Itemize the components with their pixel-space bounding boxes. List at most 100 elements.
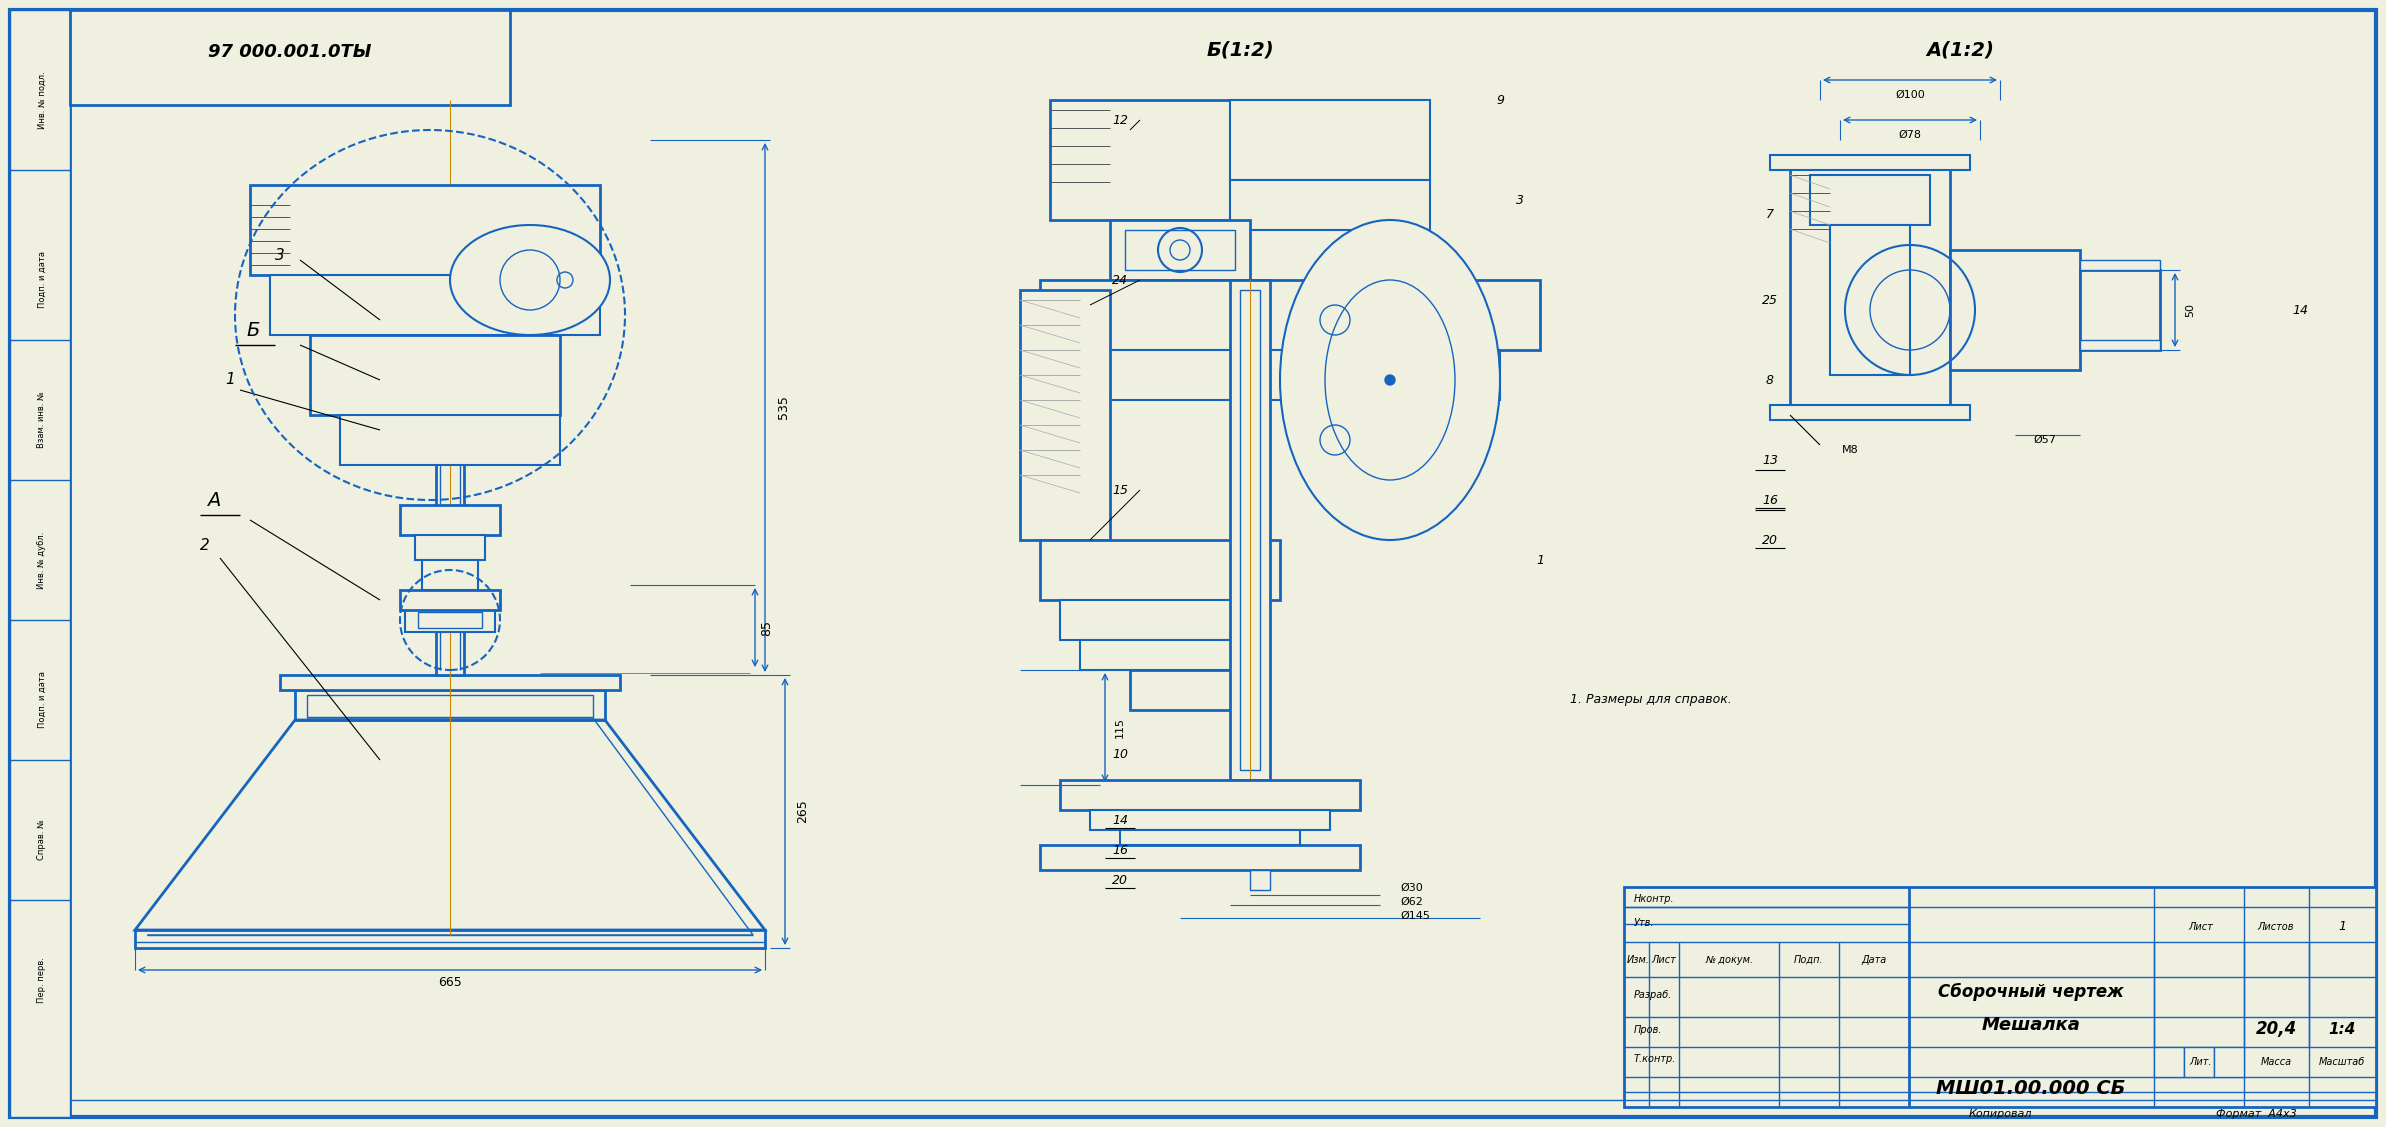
Bar xyxy=(2081,260,2159,270)
Text: 20: 20 xyxy=(1112,873,1129,887)
Text: 85: 85 xyxy=(761,620,773,636)
Text: Сборочный чертеж: Сборочный чертеж xyxy=(1937,983,2124,1001)
Text: 16: 16 xyxy=(1761,494,1778,506)
Bar xyxy=(1081,640,1241,669)
Bar xyxy=(2081,340,2159,350)
Text: Подп. и дата: Подп. и дата xyxy=(38,251,45,309)
Text: А: А xyxy=(208,490,220,509)
Bar xyxy=(339,415,561,465)
Bar xyxy=(2155,1047,2183,1077)
Bar xyxy=(1059,600,1260,640)
Bar xyxy=(1231,100,1429,180)
Text: Инв. № дубл.: Инв. № дубл. xyxy=(38,531,45,588)
Bar xyxy=(1126,230,1236,270)
Text: МШ01.00.000 СБ: МШ01.00.000 СБ xyxy=(1937,1080,2126,1099)
Text: Листов: Листов xyxy=(2257,922,2295,932)
Text: Изм.: Изм. xyxy=(1627,955,1649,965)
Bar xyxy=(1090,810,1329,829)
Bar xyxy=(1040,540,1279,600)
Bar xyxy=(1059,780,1360,810)
Bar xyxy=(1770,156,1971,170)
Bar xyxy=(2081,270,2159,350)
Text: 13: 13 xyxy=(1761,453,1778,467)
Bar xyxy=(1040,279,1539,350)
Text: М8: М8 xyxy=(1842,445,1859,455)
Bar xyxy=(270,275,599,335)
Text: 1: 1 xyxy=(1537,553,1544,567)
Text: Взам. инв. №: Взам. инв. № xyxy=(38,391,45,449)
Text: 25: 25 xyxy=(1761,293,1778,307)
Text: 16: 16 xyxy=(1112,843,1129,857)
Text: 1. Размеры для справок.: 1. Размеры для справок. xyxy=(1570,693,1732,707)
Text: Дата: Дата xyxy=(1861,955,1887,965)
Bar xyxy=(1231,180,1429,230)
Text: Пров.: Пров. xyxy=(1634,1024,1663,1035)
Bar xyxy=(1119,829,1300,845)
Bar xyxy=(422,560,477,591)
Text: 10: 10 xyxy=(1112,748,1129,762)
Text: Ø100: Ø100 xyxy=(1894,90,1926,100)
Text: Копировал: Копировал xyxy=(1968,1109,2033,1119)
Text: Б: Б xyxy=(246,320,260,339)
Text: Ø62: Ø62 xyxy=(1401,897,1422,907)
Text: 7: 7 xyxy=(1766,208,1775,222)
Text: 3: 3 xyxy=(274,248,284,263)
Bar xyxy=(279,675,620,690)
Bar xyxy=(136,930,766,948)
Text: Пер. перв.: Пер. перв. xyxy=(38,957,45,1003)
Text: 265: 265 xyxy=(797,800,809,824)
Text: 665: 665 xyxy=(439,976,463,990)
Text: Ø30: Ø30 xyxy=(1401,882,1422,893)
Bar xyxy=(401,505,501,535)
Text: 12: 12 xyxy=(1112,114,1129,126)
Text: Б(1:2): Б(1:2) xyxy=(1207,41,1274,60)
Bar xyxy=(1625,887,2376,1107)
Text: Разраб.: Разраб. xyxy=(1634,990,1673,1000)
Bar xyxy=(1811,175,1930,225)
Circle shape xyxy=(1384,375,1396,385)
Text: Подп. и дата: Подп. и дата xyxy=(38,672,45,728)
Bar xyxy=(310,335,561,415)
Bar xyxy=(2214,1047,2243,1077)
Bar xyxy=(401,591,501,610)
Bar xyxy=(1250,870,1269,890)
Bar xyxy=(1040,845,1360,870)
Text: Масштаб: Масштаб xyxy=(2319,1057,2365,1067)
Text: 1:4: 1:4 xyxy=(2329,1021,2355,1037)
Text: Ø145: Ø145 xyxy=(1401,911,1429,921)
Text: Лит.: Лит. xyxy=(2190,1057,2212,1067)
Text: 24: 24 xyxy=(1112,274,1129,286)
Text: 1: 1 xyxy=(224,373,234,388)
Text: 2: 2 xyxy=(200,538,210,552)
Text: 50: 50 xyxy=(2186,303,2195,317)
Text: А(1:2): А(1:2) xyxy=(1926,41,1995,60)
Text: Подп.: Подп. xyxy=(1794,955,1823,965)
Text: 20: 20 xyxy=(1761,533,1778,547)
Bar xyxy=(1131,669,1250,710)
Text: 20,4: 20,4 xyxy=(2255,1020,2298,1038)
Text: 14: 14 xyxy=(1112,814,1129,826)
Text: Ø78: Ø78 xyxy=(1899,130,1921,140)
Bar xyxy=(418,612,482,628)
Bar xyxy=(10,10,69,1117)
Text: Утв.: Утв. xyxy=(1634,919,1653,928)
Text: Инв. № подл.: Инв. № подл. xyxy=(38,71,45,128)
Bar xyxy=(2183,1047,2214,1077)
Bar xyxy=(1109,220,1250,279)
Bar xyxy=(1050,100,1231,220)
Text: Лист: Лист xyxy=(2188,922,2214,932)
Text: 115: 115 xyxy=(1114,717,1126,738)
Bar xyxy=(251,185,599,275)
Bar xyxy=(1241,290,1260,770)
Ellipse shape xyxy=(1279,220,1501,540)
Text: Мешалка: Мешалка xyxy=(1980,1017,2081,1033)
Bar xyxy=(1770,405,1971,420)
Bar xyxy=(406,607,494,632)
Text: 8: 8 xyxy=(1766,373,1775,387)
Text: 535: 535 xyxy=(775,396,790,419)
Text: Справ. №: Справ. № xyxy=(38,819,45,860)
Text: № докум.: № докум. xyxy=(1706,955,1754,965)
Text: 15: 15 xyxy=(1112,483,1129,497)
Bar xyxy=(308,695,594,717)
Text: Лист: Лист xyxy=(1651,955,1677,965)
